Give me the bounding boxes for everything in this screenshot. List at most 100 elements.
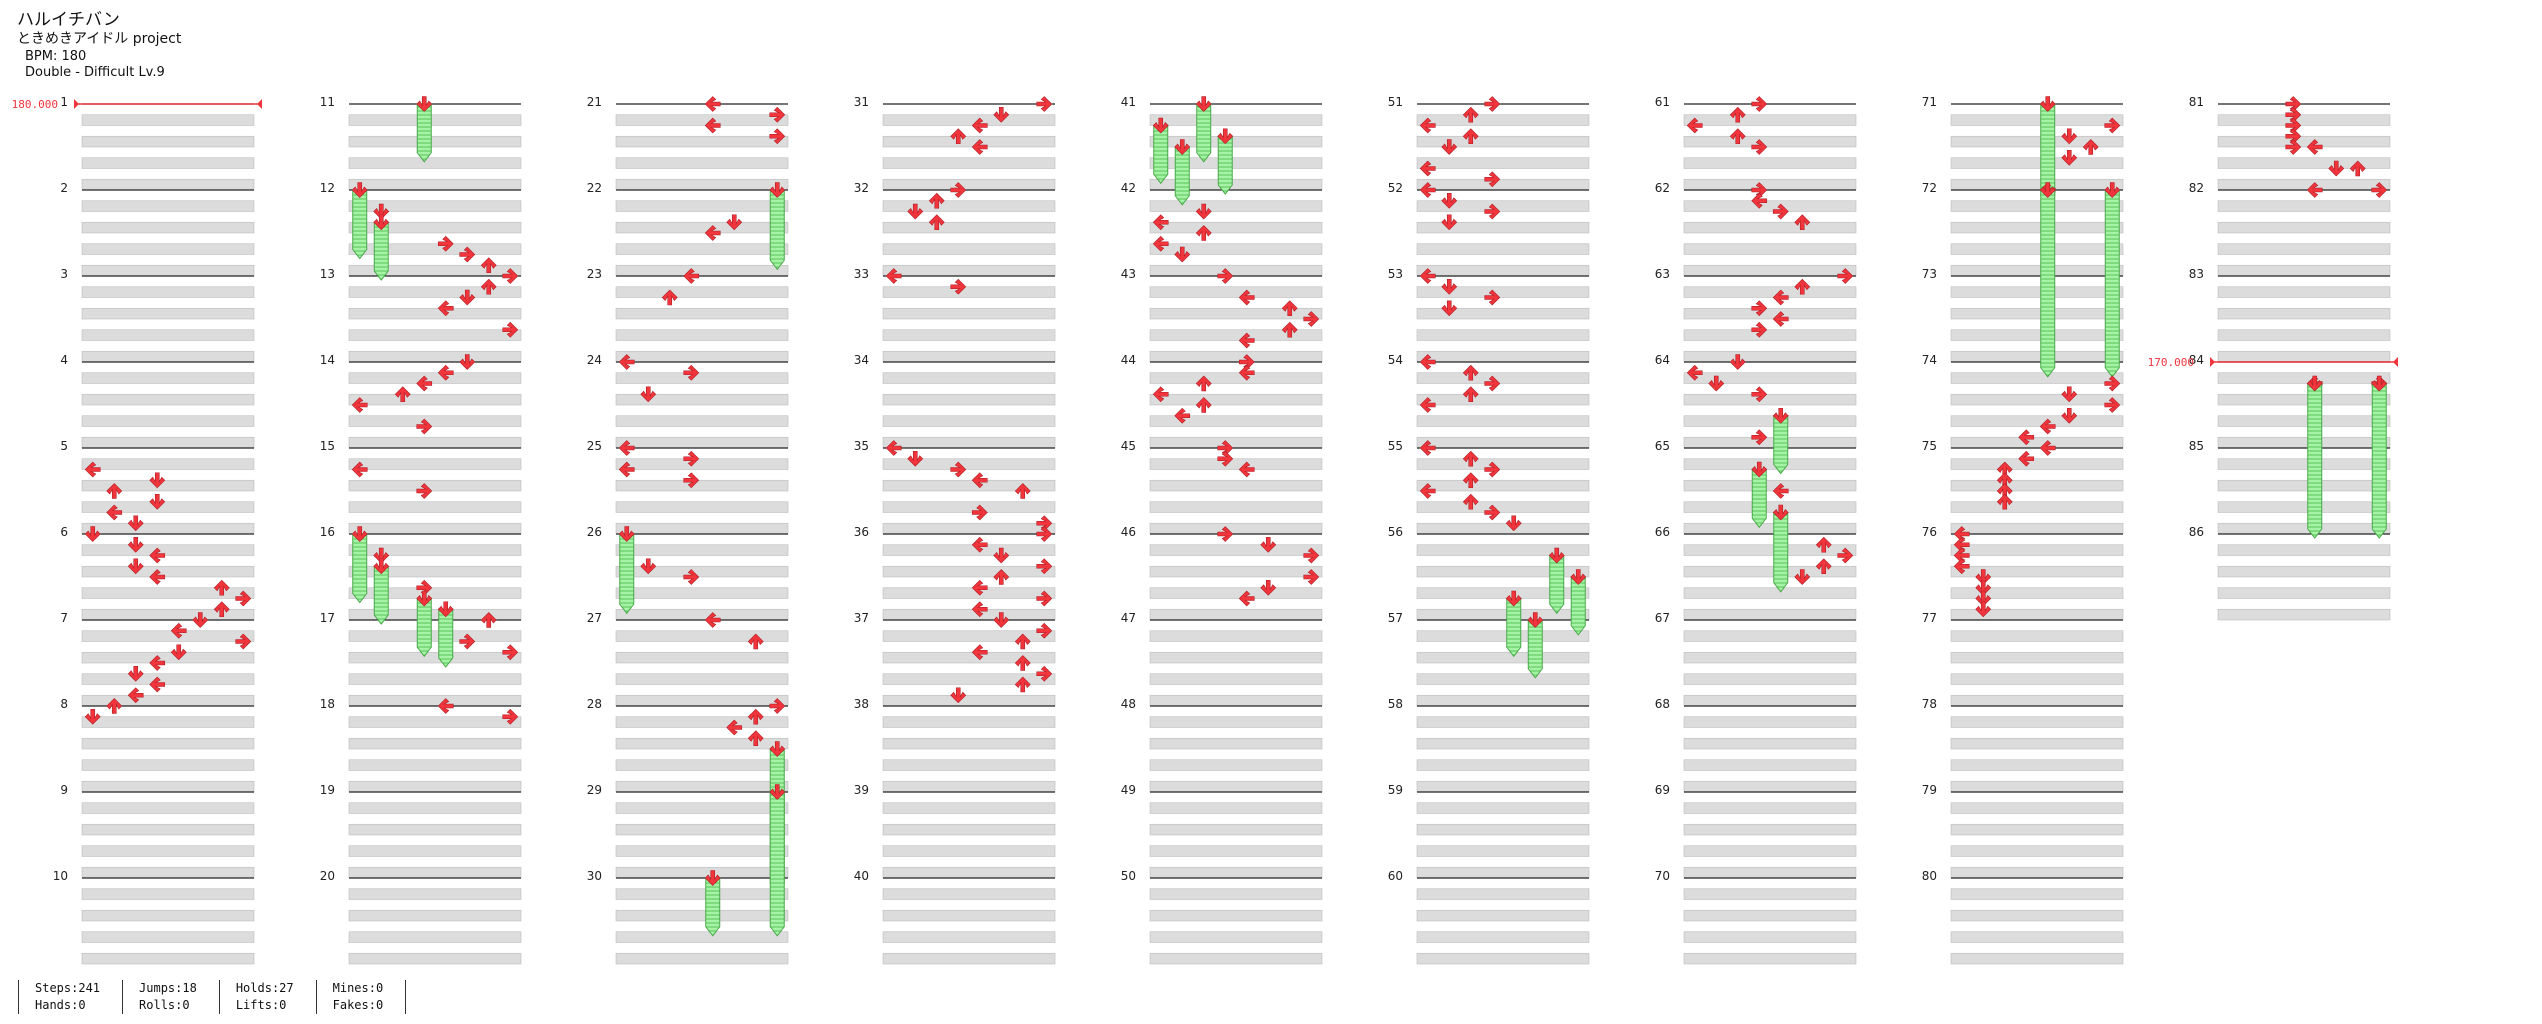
step-arrow <box>618 354 635 370</box>
step-arrow <box>640 558 657 575</box>
step-arrow-shape <box>950 278 967 295</box>
measure-number: 78 <box>1922 697 1937 711</box>
beat-band <box>1149 114 1323 126</box>
step-arrow <box>950 278 967 295</box>
step-arrow-shape <box>1462 386 1479 403</box>
step-arrow <box>1794 214 1811 231</box>
step-arrow <box>1462 493 1479 510</box>
beat-band <box>615 329 789 341</box>
step-arrow <box>2061 407 2078 424</box>
beat-band <box>348 952 522 965</box>
step-arrow-shape <box>1152 214 1169 231</box>
step-arrow-shape <box>1014 633 1031 650</box>
step-arrow-shape <box>971 472 988 489</box>
step-arrow <box>1708 375 1725 392</box>
stat-mines: Mines:0 <box>332 981 384 995</box>
step-arrow-shape <box>351 526 368 542</box>
step-arrow <box>640 386 657 403</box>
hold-note <box>1217 135 1233 195</box>
bpm-label: 180.000 <box>12 98 58 111</box>
song-artist: ときめきアイドル project <box>17 31 182 48</box>
step-arrow <box>1570 569 1587 585</box>
beat-band <box>1416 200 1590 212</box>
step-arrow <box>437 235 454 252</box>
step-arrow <box>1238 461 1255 478</box>
beat-band <box>1683 780 1857 793</box>
song-bpm: BPM: 180 <box>25 48 87 64</box>
beat-band <box>2217 372 2391 384</box>
bpm-marker <box>257 99 262 109</box>
beat-band <box>1950 630 2124 642</box>
beat-band <box>81 737 255 750</box>
step-arrow-shape <box>1772 311 1789 327</box>
step-arrow-shape <box>747 708 764 725</box>
beat-band <box>348 329 522 341</box>
step-arrow-shape <box>928 214 945 231</box>
beat-band <box>2217 135 2391 148</box>
step-arrow-shape <box>950 461 967 478</box>
beat-band <box>348 866 522 879</box>
beat-band <box>1683 415 1857 427</box>
beat-band <box>1950 200 2124 212</box>
measure-number: 34 <box>854 353 869 367</box>
measure-number: 14 <box>320 353 335 367</box>
beat-band <box>1416 888 1590 900</box>
beat-band <box>348 522 522 535</box>
step-arrow-shape <box>1484 375 1501 392</box>
step-arrow <box>1462 386 1479 403</box>
beat-band <box>81 651 255 664</box>
step-arrow-shape <box>1303 547 1320 564</box>
step-arrow <box>1462 364 1479 381</box>
step-arrow-shape <box>1419 483 1436 499</box>
step-arrow-shape <box>1751 300 1768 317</box>
step-arrow-shape <box>502 644 519 661</box>
step-arrow-shape <box>1462 128 1479 145</box>
stat-divider <box>405 980 407 1014</box>
step-arrow <box>2082 139 2099 155</box>
step-arrow-shape <box>1772 203 1789 220</box>
beat-band <box>1149 501 1323 513</box>
beat-band <box>1149 436 1323 449</box>
beat-band <box>882 802 1056 814</box>
step-arrow <box>971 472 988 489</box>
bpm-marker <box>2393 357 2398 367</box>
measure-number: 51 <box>1388 95 1403 109</box>
step-arrow <box>351 526 368 542</box>
beat-band <box>882 135 1056 148</box>
step-arrow <box>149 472 166 489</box>
step-arrow <box>747 633 764 650</box>
beat-band <box>1416 501 1590 513</box>
beat-band <box>348 458 522 470</box>
step-arrow-shape <box>1794 278 1811 295</box>
step-arrow-shape <box>1217 450 1234 467</box>
step-arrow-shape <box>502 268 519 284</box>
hold-note <box>373 221 389 281</box>
step-arrow-shape <box>351 461 368 478</box>
step-arrow <box>683 364 700 381</box>
step-arrow <box>394 386 411 403</box>
step-arrow-shape <box>640 558 657 575</box>
beat-band <box>1416 630 1590 642</box>
step-arrow-shape <box>1281 300 1298 317</box>
step-arrow <box>106 483 123 499</box>
measure-number: 8 <box>60 697 68 711</box>
beat-band <box>1683 178 1857 191</box>
step-arrow-shape <box>1217 128 1234 145</box>
step-arrow <box>1686 117 1703 134</box>
beat-band <box>81 673 255 685</box>
step-arrow-shape <box>2039 418 2056 435</box>
beat-band <box>81 845 255 857</box>
step-arrow-shape <box>950 182 967 198</box>
beat-band <box>2217 178 2391 191</box>
step-arrow <box>170 644 187 661</box>
beat-band <box>1950 952 2124 965</box>
step-arrow-shape <box>1195 397 1212 413</box>
beat-band <box>1950 544 2124 556</box>
step-arrow <box>1014 483 1031 499</box>
step-arrow-shape <box>149 676 166 693</box>
beat-band <box>1683 221 1857 234</box>
measure-number: 26 <box>587 525 602 539</box>
measure-number: 76 <box>1922 525 1937 539</box>
beat-band <box>1416 716 1590 728</box>
beat-band <box>1950 888 2124 900</box>
